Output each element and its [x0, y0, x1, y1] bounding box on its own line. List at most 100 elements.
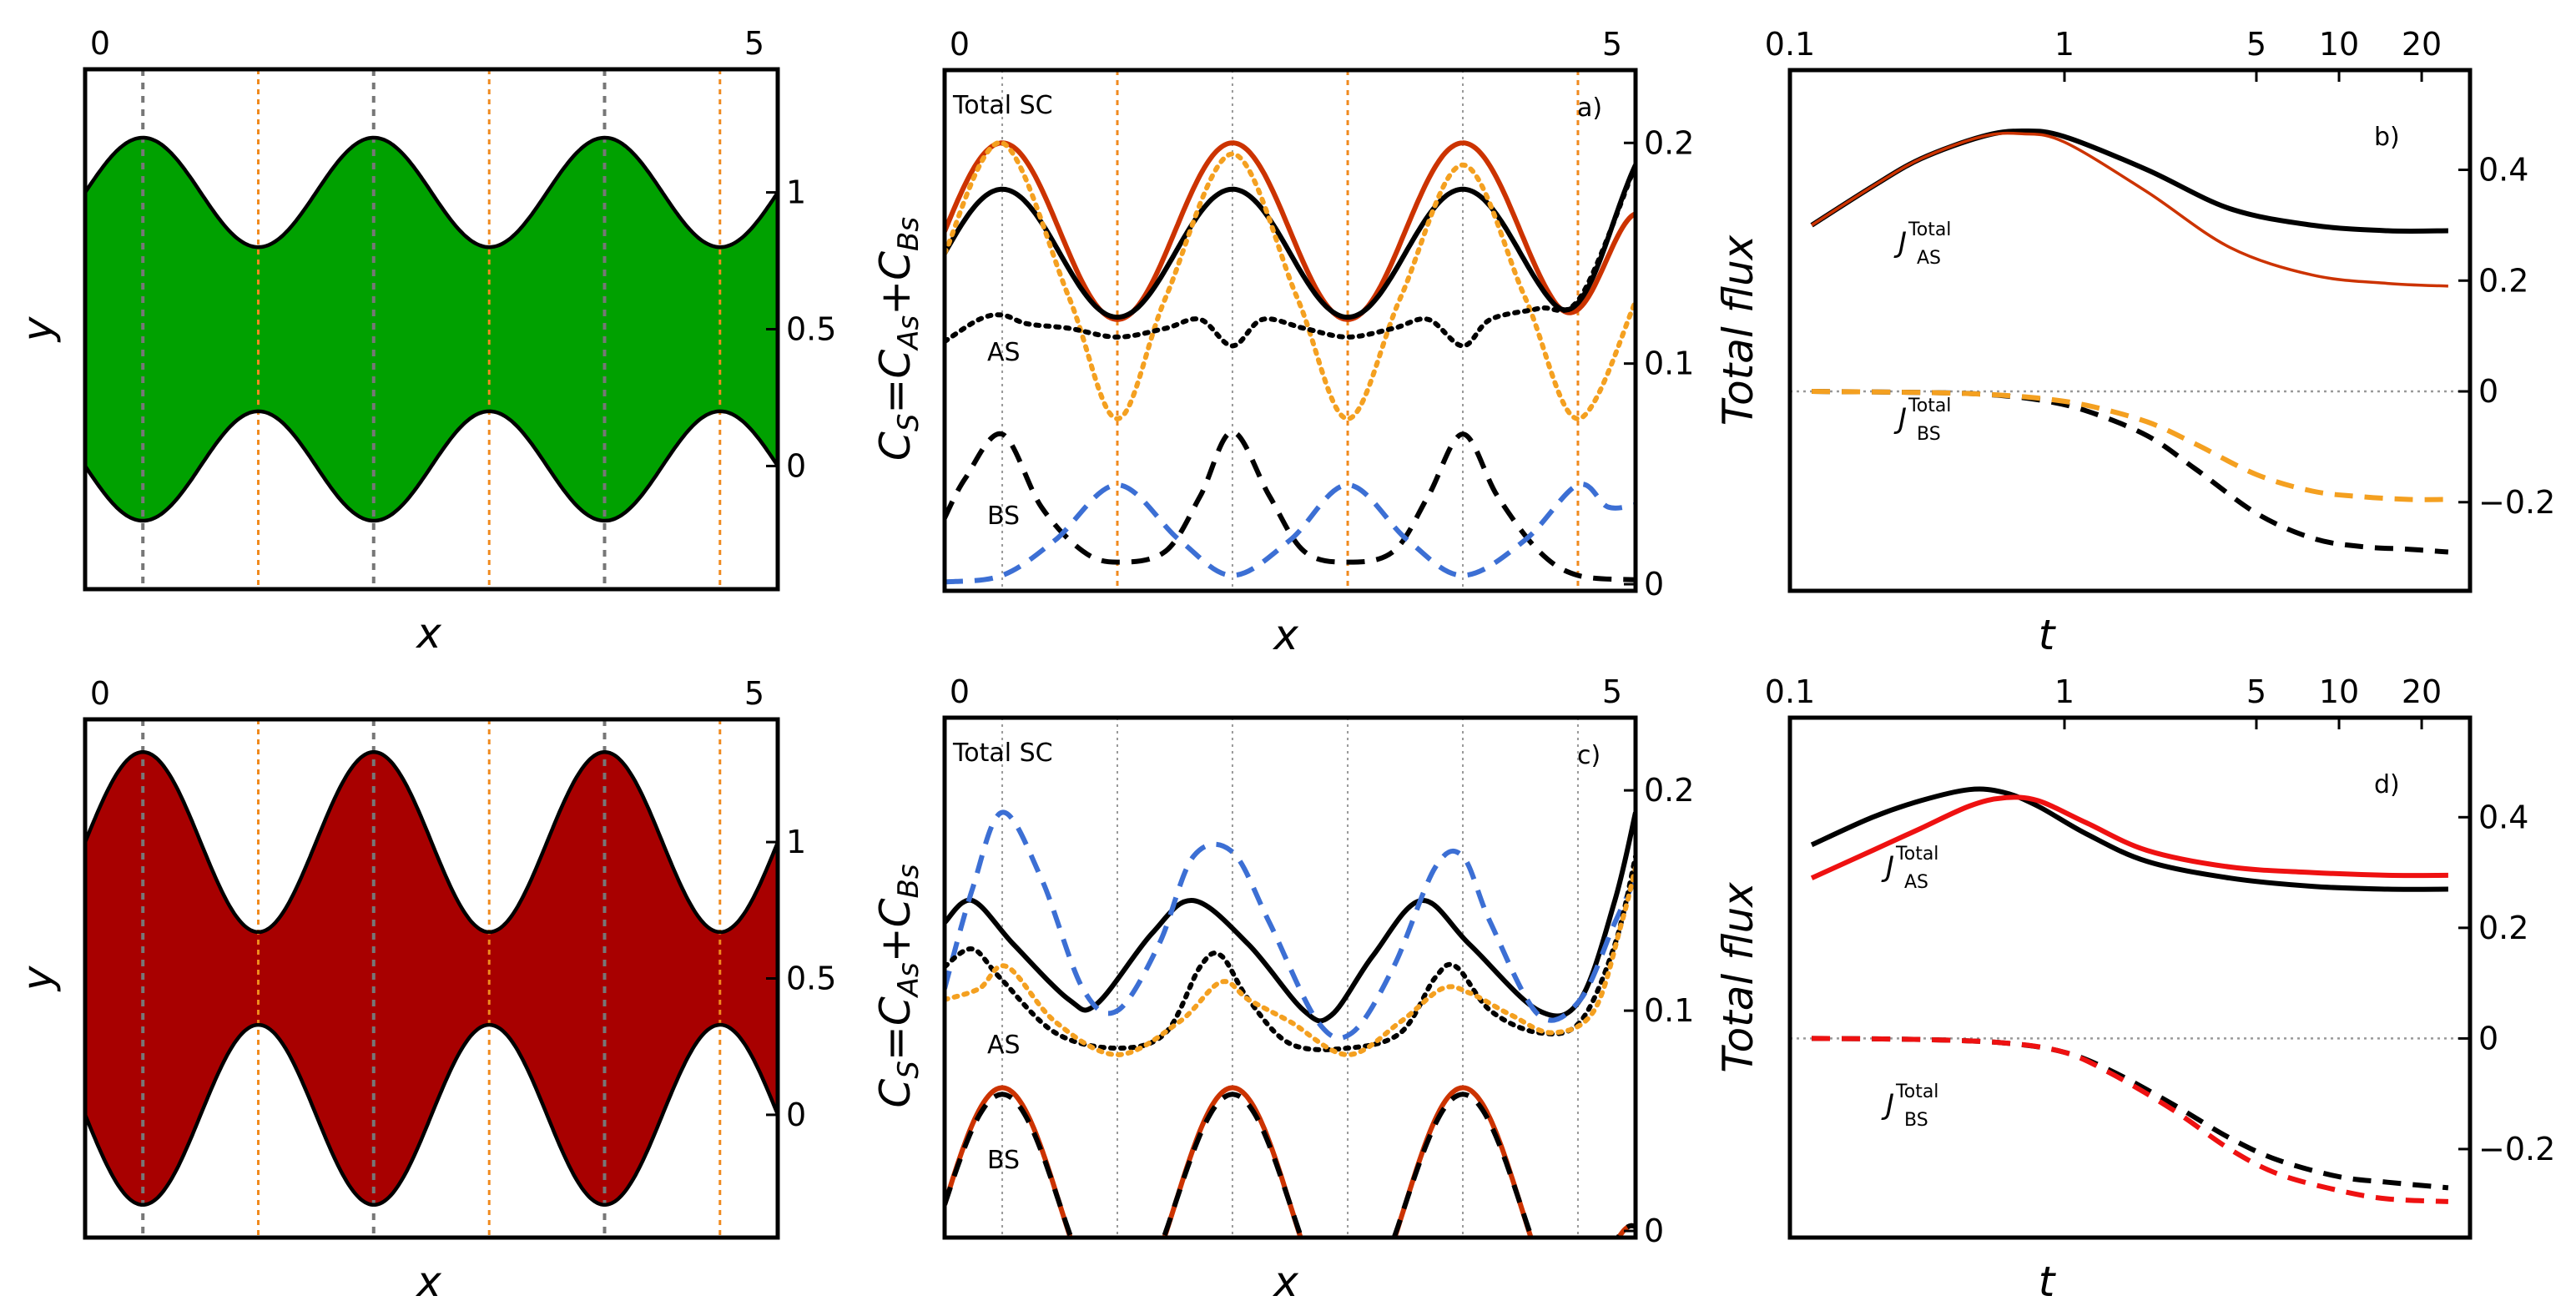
legend-sub: AS [1917, 248, 1941, 269]
x-tick-label: 5 [1602, 673, 1622, 710]
panel-title: c) [1577, 741, 1601, 770]
x-tick-label: 5 [2246, 673, 2266, 710]
legend-j: J [1881, 850, 1894, 884]
x-tick-label: 0.1 [1765, 26, 1815, 63]
series-J_BS-black [1812, 389, 2449, 555]
legend-j: J [1881, 1088, 1894, 1122]
y-axis-label: CS=CAs+CBs [871, 864, 925, 1107]
legend-label-as: JTotal AS [1881, 844, 1938, 893]
x-tick-label: 1 [2054, 26, 2074, 63]
x-tick-label: 0 [950, 673, 970, 710]
y-axis-label: CS=CAs+CBs [871, 217, 925, 461]
y-axis-label-part: As [892, 315, 925, 351]
series-BS [945, 1092, 1636, 1238]
panel-a-frame [942, 68, 1638, 593]
plot-area [945, 718, 1636, 1238]
x-axis-label: x [415, 1258, 441, 1306]
y-axis-label: y [13, 965, 62, 992]
y-axis-label: Total flux [1714, 234, 1762, 426]
series-orange-dotted [945, 865, 1636, 1057]
annotation-total-sc: Total SC [952, 739, 1053, 768]
upper-wall [83, 135, 779, 250]
x-tick-label: 0 [90, 675, 110, 712]
legend-sup: Total [1895, 1082, 1938, 1102]
series-total-sc-upper [945, 140, 1636, 322]
x-tick-label: 0.1 [1765, 673, 1815, 710]
annotation-as: AS [987, 338, 1021, 367]
x-tick-label: 20 [2402, 673, 2442, 710]
x-axis-label: x [415, 609, 441, 658]
plot-area [945, 70, 1636, 591]
legend-sub: BS [1904, 1110, 1928, 1131]
y-tick-label: −0.2 [2478, 1131, 2555, 1167]
panel-c-panel: 0 5 0.2 0.1 0 Total SC AS BS c) x CS=CAs+CBs [871, 673, 1694, 1306]
y-axis-label: Total flux [1714, 882, 1762, 1073]
lower-wall [83, 409, 779, 523]
legend-label-as: JTotal AS [1893, 219, 1951, 269]
panel-d-frame [1787, 715, 2473, 1240]
panel-c-frame [942, 715, 1638, 1240]
series-total-sc [945, 811, 1636, 1024]
legend-sub: BS [1917, 424, 1941, 445]
y-axis-label-part: =C [871, 996, 920, 1061]
panel-title: b) [2374, 123, 2400, 152]
y-tick-label: 0 [786, 1097, 806, 1133]
x-tick-label: 0 [950, 26, 970, 63]
legend-label-bs: JTotal BS [1881, 1082, 1938, 1131]
series-BS [945, 429, 1636, 582]
series-total-sc-lower [945, 164, 1636, 320]
annotation-bs: BS [987, 1146, 1020, 1175]
x-axis-label: t [2039, 611, 2057, 659]
x-tick-label: 5 [2246, 26, 2266, 63]
series-J_BS-red [1812, 1036, 2449, 1204]
y-tick-label: 0.2 [2478, 262, 2528, 299]
legend-j: J [1893, 402, 1907, 436]
y-tick-label: 0 [2478, 1020, 2498, 1056]
annotation-as: AS [987, 1031, 1021, 1060]
x-tick-label: 1 [2054, 673, 2074, 710]
y-tick-label: 0 [2478, 373, 2498, 410]
x-tick-label: 5 [1602, 26, 1622, 63]
legend-sub: AS [1904, 872, 1928, 893]
legend-j: J [1893, 226, 1907, 260]
y-tick-label: 0 [1644, 1213, 1664, 1249]
series-orange-dotted [945, 140, 1636, 421]
legend-sup: Total [1908, 219, 1951, 240]
series-J_AS-black [1810, 786, 2448, 892]
x-axis-label: x [1272, 611, 1298, 659]
top-left-panel: 0 5 1 0.5 0 x y [13, 25, 836, 658]
y-tick-label: −0.2 [2478, 484, 2555, 521]
y-tick-label: 0.2 [1644, 124, 1694, 161]
y-axis-label-part: +C [871, 251, 920, 315]
panel-title: a) [1577, 93, 1602, 123]
series-J_AS-red [1811, 131, 2448, 288]
annotation-bs: BS [987, 502, 1020, 531]
y-axis-label-part: Bs [892, 864, 925, 898]
bottom-left-panel: 0 5 1 0.5 0 x y [13, 675, 836, 1306]
annotation-total-sc: Total SC [952, 91, 1053, 120]
y-tick-label: 0 [786, 447, 806, 484]
x-tick-label: 10 [2319, 673, 2359, 710]
y-tick-label: 0.2 [2478, 910, 2528, 946]
x-tick-label: 5 [744, 675, 764, 712]
y-tick-label: 1 [786, 174, 806, 211]
y-axis-label-part: +C [871, 898, 920, 962]
lower-wall [83, 1022, 780, 1208]
x-axis-label: x [1272, 1258, 1298, 1306]
y-tick-label: 0.4 [2478, 799, 2528, 835]
series-blue-dashed [945, 809, 1636, 1041]
legend-sup: Total [1908, 396, 1951, 416]
series-J_BS-orange [1812, 389, 2448, 502]
y-axis-label-part: S [892, 1061, 925, 1079]
y-axis-label-part: Bs [892, 217, 925, 251]
x-tick-label: 5 [744, 25, 764, 62]
y-tick-label: 0.2 [1644, 772, 1694, 809]
x-tick-label: 20 [2402, 26, 2442, 63]
panel-b-frame [1787, 68, 2473, 593]
upper-wall [83, 749, 780, 935]
y-axis-label-part: C [871, 1079, 920, 1108]
panel-title: d) [2374, 770, 2400, 799]
